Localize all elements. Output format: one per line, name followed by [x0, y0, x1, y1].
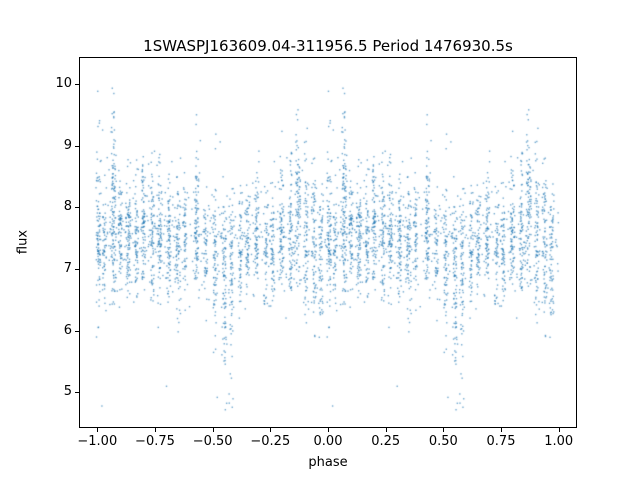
x-tick-mark [97, 428, 99, 432]
scatter-points-canvas [80, 58, 576, 427]
y-tick-label: 6 [63, 322, 72, 338]
x-tick-mark [328, 428, 329, 432]
x-tick-label: −0.50 [192, 434, 233, 449]
x-tick-label: −0.25 [250, 434, 291, 449]
x-tick-label: −0.75 [135, 434, 175, 449]
y-tick-label: 5 [63, 384, 72, 400]
x-tick-mark [443, 428, 445, 432]
y-tick-mark [75, 83, 79, 85]
y-axis-label: flux [15, 229, 31, 255]
y-tick-label: 8 [63, 199, 72, 215]
y-tick-mark [75, 392, 79, 394]
y-tick-mark [75, 330, 79, 332]
y-tick-label: 10 [55, 75, 72, 91]
chart-title: 1SWASPJ163609.04-311956.5 Period 1476930… [143, 37, 513, 55]
x-tick-mark [501, 428, 503, 432]
x-axis-label: phase [308, 455, 348, 470]
x-tick-label: −1.00 [77, 434, 118, 449]
y-tick-label: 7 [63, 261, 72, 277]
plot-area [79, 57, 577, 428]
x-tick-label: 0.00 [313, 434, 343, 449]
x-tick-mark [154, 428, 156, 432]
y-tick-mark [75, 207, 79, 209]
x-tick-label: 0.75 [486, 434, 516, 449]
y-tick-mark [75, 269, 79, 271]
x-tick-label: 1.00 [544, 434, 574, 449]
x-tick-label: 0.50 [428, 434, 458, 449]
x-tick-mark [212, 428, 214, 432]
y-tick-label: 9 [63, 137, 72, 153]
x-tick-mark [558, 428, 560, 432]
x-tick-mark [385, 428, 387, 432]
x-tick-label: 0.25 [371, 434, 401, 449]
x-tick-mark [270, 428, 272, 432]
y-tick-mark [75, 145, 79, 147]
